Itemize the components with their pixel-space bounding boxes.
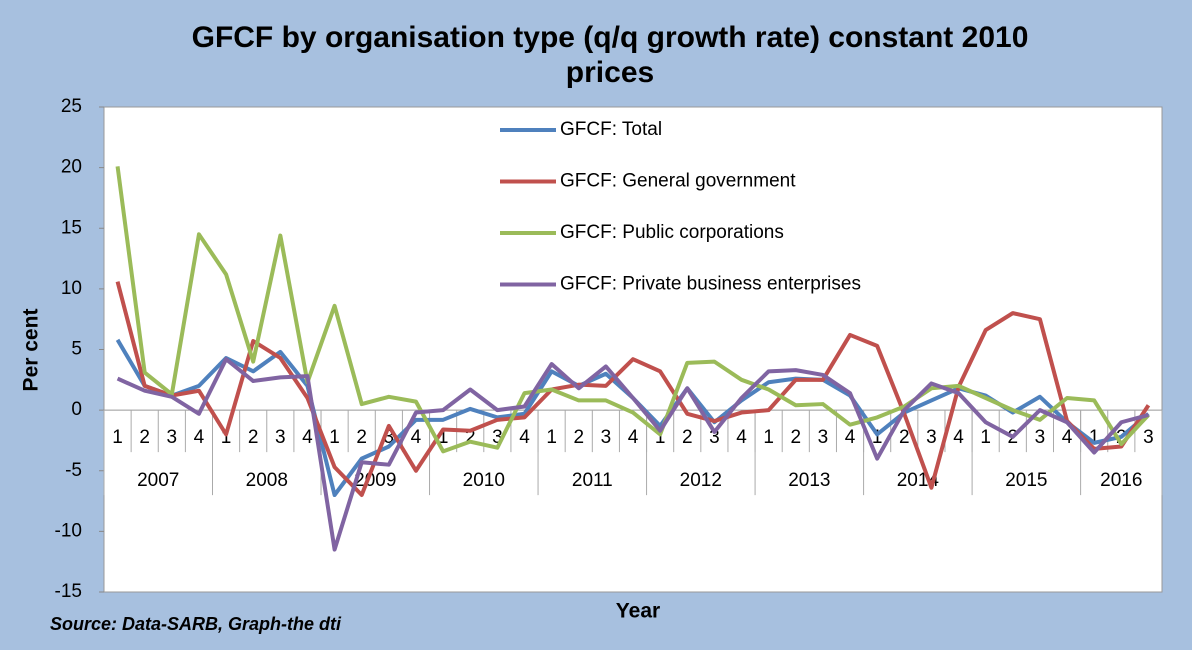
x-tick-label: 1 [980,427,991,448]
x-group-label: 2015 [1005,470,1047,491]
y-tick-label: 25 [61,96,82,117]
source-note: Source: Data-SARB, Graph-the dti [50,614,342,634]
plot-area [103,106,1163,593]
x-tick-label: 4 [628,427,639,448]
x-tick-label: 3 [818,427,829,448]
y-tick-label: 20 [61,157,82,178]
x-tick-label: 3 [1143,427,1154,448]
y-tick-label: 10 [61,278,82,299]
x-tick-label: 1 [112,427,123,448]
y-tick-label: 5 [71,339,82,360]
x-tick-label: 1 [872,427,883,448]
x-tick-label: 1 [546,427,557,448]
x-tick-label: 1 [438,427,449,448]
series-line [115,281,1151,497]
x-tick-label: 3 [1035,427,1046,448]
x-tick-label: 4 [1062,427,1073,448]
x-group-label: 2013 [788,470,830,491]
x-group-label: 2010 [463,470,505,491]
legend-label: GFCF: General government [560,171,796,192]
x-tick-label: 4 [845,427,856,448]
x-tick-label: 2 [790,427,801,448]
x-tick-label: 1 [763,427,774,448]
x-tick-label: 2 [573,427,584,448]
x-tick-label: 1 [329,427,340,448]
series-line [115,166,1150,454]
x-tick-label: 2 [356,427,367,448]
legend-label: GFCF: Total [560,119,662,140]
x-tick-label: 4 [736,427,747,448]
x-tick-label: 1 [1089,427,1100,448]
x-tick-label: 1 [655,427,666,448]
legend-label: GFCF: Private business enterprises [560,274,861,295]
legend-label: GFCF: Public corporations [560,222,784,243]
x-group-label: 2012 [680,470,722,491]
x-group-label: 2011 [572,470,613,491]
x-group-label: 2016 [1100,470,1142,491]
series-line [116,357,1149,552]
x-tick-label: 2 [899,427,910,448]
x-tick-label: 3 [926,427,937,448]
x-tick-label: 4 [302,427,313,448]
x-tick-label: 3 [709,427,720,448]
y-axis-label: Per cent [20,309,43,392]
y-tick-label: -10 [55,520,82,541]
x-tick-label: 1 [221,427,232,448]
x-tick-label: 3 [492,427,503,448]
y-tick-label: -15 [55,581,82,602]
x-group-label: 2008 [246,470,288,491]
x-tick-label: 2 [248,427,259,448]
x-tick-label: 3 [167,427,178,448]
x-tick-label: 2 [139,427,150,448]
x-tick-label: 2 [465,427,476,448]
x-tick-label: 2 [682,427,693,448]
x-tick-label: 4 [411,427,422,448]
x-tick-label: 3 [384,427,395,448]
x-tick-label: 3 [601,427,612,448]
y-tick-label: -5 [65,460,82,481]
x-axis-label: Year [616,600,660,623]
y-tick-label: 0 [71,399,82,420]
x-group-label: 2007 [137,470,179,491]
x-tick-label: 4 [194,427,205,448]
x-tick-label: 4 [519,427,530,448]
x-tick-label: 4 [953,427,964,448]
x-tick-label: 3 [275,427,286,448]
x-group-label: 2009 [354,470,396,491]
y-tick-label: 15 [61,217,82,238]
chart-title: GFCF by organisation type (q/q growth ra… [191,21,1029,89]
